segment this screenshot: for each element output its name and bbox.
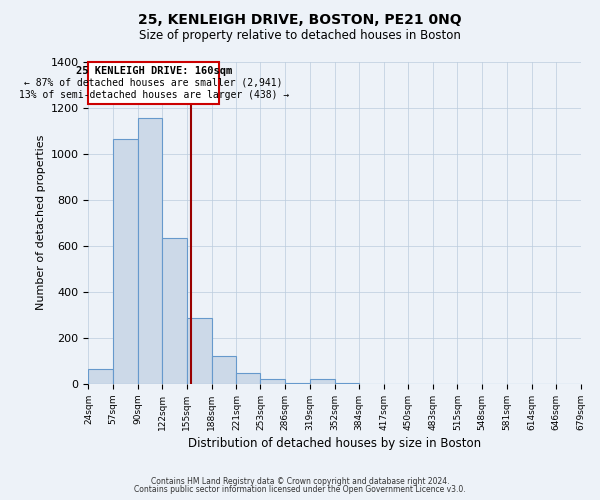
- Bar: [187, 318, 212, 384]
- Bar: [310, 379, 335, 384]
- Text: Contains public sector information licensed under the Open Government Licence v3: Contains public sector information licen…: [134, 485, 466, 494]
- Bar: [285, 383, 310, 384]
- Text: ← 87% of detached houses are smaller (2,941): ← 87% of detached houses are smaller (2,…: [25, 78, 283, 88]
- Text: 25, KENLEIGH DRIVE, BOSTON, PE21 0NQ: 25, KENLEIGH DRIVE, BOSTON, PE21 0NQ: [138, 12, 462, 26]
- Bar: [138, 118, 162, 384]
- Y-axis label: Number of detached properties: Number of detached properties: [37, 135, 46, 310]
- Bar: [162, 238, 187, 384]
- Text: Size of property relative to detached houses in Boston: Size of property relative to detached ho…: [139, 29, 461, 42]
- Bar: [236, 373, 260, 384]
- Text: 25 KENLEIGH DRIVE: 160sqm: 25 KENLEIGH DRIVE: 160sqm: [76, 66, 232, 76]
- Bar: [335, 383, 359, 384]
- X-axis label: Distribution of detached houses by size in Boston: Distribution of detached houses by size …: [188, 437, 481, 450]
- Bar: [113, 138, 138, 384]
- Bar: [88, 369, 113, 384]
- Bar: [212, 356, 236, 384]
- Bar: [260, 379, 285, 384]
- FancyBboxPatch shape: [88, 62, 219, 104]
- Text: Contains HM Land Registry data © Crown copyright and database right 2024.: Contains HM Land Registry data © Crown c…: [151, 477, 449, 486]
- Text: 13% of semi-detached houses are larger (438) →: 13% of semi-detached houses are larger (…: [19, 90, 289, 100]
